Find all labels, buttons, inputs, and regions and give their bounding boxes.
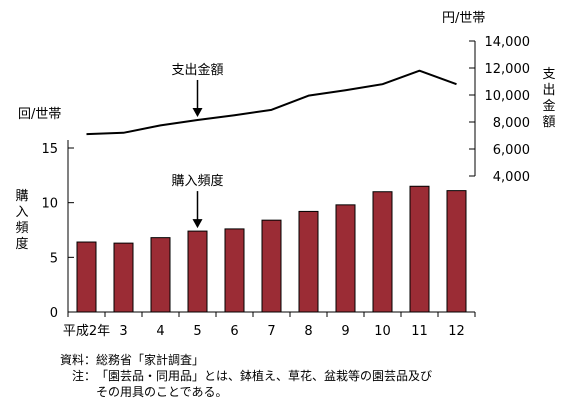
left-axis-label-char: 頻 xyxy=(15,221,28,236)
x-tick-label: 6 xyxy=(230,324,238,339)
annotation-arrow-head xyxy=(192,107,203,117)
bar xyxy=(76,241,97,313)
bar-series xyxy=(76,185,467,313)
bar xyxy=(446,190,467,313)
annotation-label: 購入頻度 xyxy=(171,173,223,189)
left-axis-label-char: 入 xyxy=(15,205,28,220)
right-axis-label-char: 額 xyxy=(542,115,555,130)
bar xyxy=(298,210,319,313)
bar xyxy=(261,219,282,313)
x-tick-label: 3 xyxy=(119,324,127,339)
bar xyxy=(150,237,171,313)
x-tick-label: 5 xyxy=(193,324,201,339)
right-axis: 4,000 6,000 8,000 10,000 12,000 14,000円/世帯支出金… xyxy=(442,11,556,185)
line-series xyxy=(86,69,457,136)
source-note: 資料：総務省「家計調査」 xyxy=(60,353,205,367)
x-tick-label: 9 xyxy=(341,324,349,339)
x-tick-label: 8 xyxy=(304,324,312,339)
note-line-2: その用具のことである。 xyxy=(96,385,228,399)
x-tick-label: 4 xyxy=(156,324,164,339)
left-tick-label: 5 xyxy=(50,251,58,266)
right-tick-label: 4,000 xyxy=(493,170,530,185)
right-axis-unit: 円/世帯 xyxy=(442,11,485,26)
bar xyxy=(187,230,208,313)
right-axis-label-char: 出 xyxy=(542,83,555,98)
line-path xyxy=(86,69,457,136)
bar xyxy=(335,204,356,313)
right-tick-label: 8,000 xyxy=(493,116,530,131)
note-prefix: 注： xyxy=(72,369,97,383)
x-tick-label: 11 xyxy=(411,324,428,339)
annotation-label: 支出金額 xyxy=(171,62,223,78)
bar xyxy=(372,191,393,313)
note-line-1: 「園芸品・同用品」とは、鉢植え、草花、盆栽等の園芸品及び xyxy=(96,369,433,383)
right-axis-label-char: 金 xyxy=(542,98,555,114)
right-axis-label-char: 支 xyxy=(542,67,555,82)
x-tick-label: 平成2年 xyxy=(63,324,110,339)
x-tick-label: 10 xyxy=(374,324,391,339)
right-tick-label: 14,000 xyxy=(485,35,531,50)
left-tick-label: 15 xyxy=(41,142,58,157)
bar xyxy=(224,228,245,313)
x-tick-label: 7 xyxy=(267,324,275,339)
bar xyxy=(409,185,430,313)
annotation-arrow-head xyxy=(192,219,203,229)
x-axis: 平成2年 3 4 5 6 7 8 9 10 11 12 xyxy=(63,311,476,339)
left-axis-unit: 回/世帯 xyxy=(18,107,61,122)
bar xyxy=(113,242,134,313)
x-tick-label: 12 xyxy=(448,324,465,339)
right-tick-label: 10,000 xyxy=(485,89,531,104)
right-tick-label: 6,000 xyxy=(493,143,530,158)
left-axis-label-char: 度 xyxy=(15,236,28,252)
left-axis-label-char: 購 xyxy=(15,189,28,204)
right-tick-label: 12,000 xyxy=(485,62,531,77)
left-tick-label: 0 xyxy=(50,306,58,321)
left-tick-label: 10 xyxy=(41,197,58,212)
